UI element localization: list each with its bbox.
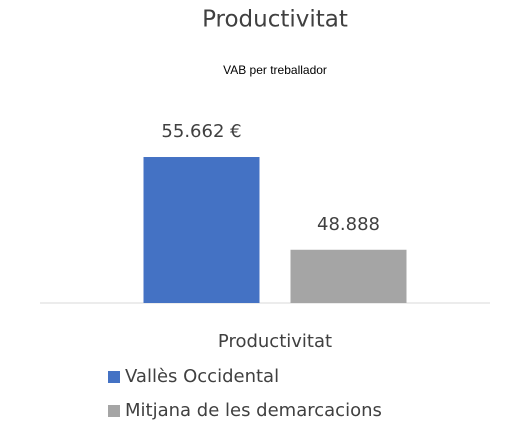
chart-title: Productivitat — [202, 7, 348, 33]
data-label: 55.662 € — [161, 121, 241, 142]
bar — [143, 157, 260, 303]
legend-swatch — [108, 371, 120, 383]
chart-subtitle: VAB per treballador — [223, 63, 327, 77]
legend-swatch — [108, 405, 120, 417]
data-label: 48.888 — [317, 214, 380, 235]
x-tick-label: Productivitat — [218, 331, 332, 352]
legend-label: Vallès Occidental — [125, 366, 279, 387]
bar — [290, 249, 407, 303]
legend-label: Mitjana de les demarcacions — [125, 400, 382, 421]
